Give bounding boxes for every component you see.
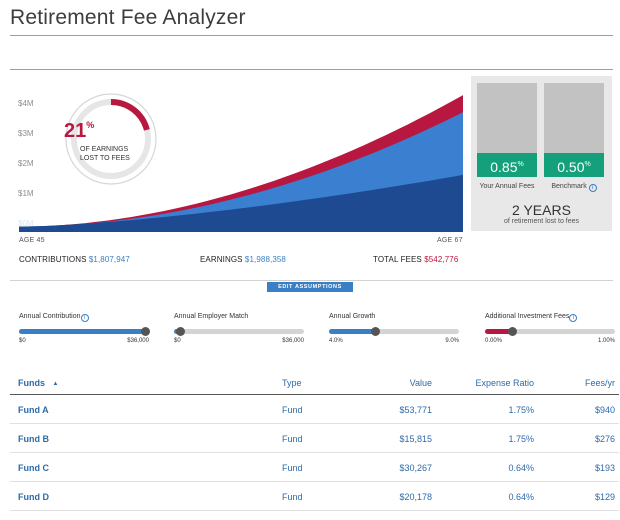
fund-value: $30,267 bbox=[399, 463, 432, 473]
fund-value: $53,771 bbox=[399, 405, 432, 415]
col-header-funds[interactable]: Funds ▲ bbox=[18, 378, 59, 388]
col-header-value[interactable]: Value bbox=[409, 378, 432, 388]
col-header-type[interactable]: Type bbox=[282, 378, 302, 388]
slider-fill bbox=[329, 329, 376, 334]
fund-type: Fund bbox=[282, 405, 303, 415]
section-divider bbox=[10, 69, 613, 70]
slider-track[interactable] bbox=[19, 327, 150, 336]
table-header-rule bbox=[10, 394, 619, 395]
benchmark-value: 0.50% bbox=[544, 153, 604, 177]
years-lost-caption: of retirement lost to fees bbox=[503, 218, 580, 225]
contributions-area bbox=[19, 174, 463, 232]
slider-handle[interactable] bbox=[371, 327, 381, 336]
fund-name[interactable]: Fund D bbox=[18, 492, 49, 502]
page-title: Retirement Fee Analyzer bbox=[10, 6, 246, 29]
info-icon[interactable]: i bbox=[80, 314, 89, 322]
your-fee-label: Your Annual Fees bbox=[479, 183, 535, 190]
slider-annual-contribution: Annual Contribution i $0 $36,000 bbox=[19, 313, 150, 351]
contributions-total: CONTRIBUTIONS $1,807,947 bbox=[19, 255, 130, 264]
slider-max: 9.0% bbox=[445, 338, 459, 344]
slider-max: $36,000 bbox=[127, 338, 149, 344]
earnings-total: EARNINGS $1,988,358 bbox=[200, 255, 286, 264]
benchmark-label-wrap: Benchmark i bbox=[541, 183, 607, 192]
table-row[interactable]: Fund D Fund $20,178 0.64% $129 bbox=[10, 482, 619, 511]
earnings-value: $1,988,358 bbox=[244, 255, 286, 264]
y-tick-label: $3M bbox=[18, 129, 34, 138]
contributions-value: $1,807,947 bbox=[88, 255, 130, 264]
table-row[interactable]: Fund A Fund $53,771 1.75% $940 bbox=[10, 395, 619, 424]
fund-expense-ratio: 0.64% bbox=[508, 463, 534, 473]
slider-track[interactable] bbox=[174, 327, 304, 336]
years-lost-value: 2 YEARS bbox=[512, 202, 571, 218]
fund-expense-ratio: 1.75% bbox=[508, 405, 534, 415]
fund-value: $15,815 bbox=[399, 434, 432, 444]
fee-share-arc bbox=[71, 99, 151, 179]
slider-employer-match: Annual Employer Match $0 $36,000 bbox=[174, 313, 304, 351]
slider-max: $36,000 bbox=[282, 338, 304, 344]
sort-arrow-up-icon: ▲ bbox=[52, 381, 59, 387]
fund-type: Fund bbox=[282, 434, 303, 444]
fees-total: TOTAL FEES $542,776 bbox=[373, 255, 459, 264]
slider-max: 1.00% bbox=[597, 338, 615, 344]
edit-assumptions-button[interactable]: EDIT ASSUMPTIONS bbox=[267, 282, 353, 292]
table-row[interactable]: Fund C Fund $30,267 0.64% $193 bbox=[10, 453, 619, 482]
age-end-label: AGE 67 bbox=[437, 237, 463, 244]
fund-name[interactable]: Fund C bbox=[18, 463, 49, 473]
fee-comparison-panel: 0.85% 0.50% Your Annual Fees Benchmark i… bbox=[471, 76, 612, 231]
slider-handle[interactable] bbox=[141, 327, 150, 336]
retirement-area-chart bbox=[19, 95, 463, 232]
your-fee-value: 0.85% bbox=[477, 153, 537, 177]
fee-percent-donut: 21% OF EARNINGS LOST TO FEES bbox=[64, 92, 158, 186]
slider-annual-growth: Annual Growth 4.0% 9.0% bbox=[329, 313, 459, 351]
slider-min: $0 bbox=[174, 338, 181, 344]
slider-label: Annual Contribution bbox=[19, 313, 81, 320]
slider-additional-fees: Additional Investment Fees i 0.00% 1.00% bbox=[485, 313, 615, 351]
slider-fill bbox=[19, 329, 149, 334]
fund-expense-ratio: 1.75% bbox=[508, 434, 534, 444]
assumptions-divider bbox=[10, 280, 613, 281]
y-tick-label: $4M bbox=[18, 99, 34, 108]
slider-min: $0 bbox=[19, 338, 26, 344]
fund-expense-ratio: 0.64% bbox=[508, 492, 534, 502]
fund-value: $20,178 bbox=[399, 492, 432, 502]
info-icon[interactable]: i bbox=[569, 314, 578, 322]
slider-handle[interactable] bbox=[507, 327, 517, 336]
slider-label: Annual Employer Match bbox=[174, 313, 249, 320]
y-tick-label: $1M bbox=[18, 189, 34, 198]
col-header-expense-ratio[interactable]: Expense Ratio bbox=[475, 378, 534, 388]
slider-handle[interactable] bbox=[176, 327, 185, 336]
benchmark-label: Benchmark bbox=[551, 183, 587, 190]
slider-min: 4.0% bbox=[329, 338, 343, 344]
fund-fees: $276 bbox=[594, 434, 615, 444]
table-row[interactable]: Fund B Fund $15,815 1.75% $276 bbox=[10, 424, 619, 453]
benchmark-bar: 0.50% bbox=[544, 83, 604, 177]
slider-track[interactable] bbox=[329, 327, 459, 336]
slider-label: Annual Growth bbox=[329, 313, 376, 320]
fund-fees: $129 bbox=[594, 492, 615, 502]
slider-label-wrap: Additional Investment Fees i bbox=[485, 313, 578, 322]
fund-fees: $940 bbox=[594, 405, 615, 415]
your-fee-bar: 0.85% bbox=[477, 83, 537, 177]
age-start-label: AGE 45 bbox=[19, 237, 45, 244]
slider-track[interactable] bbox=[485, 327, 615, 336]
fund-name[interactable]: Fund B bbox=[18, 434, 49, 444]
col-header-fees[interactable]: Fees/yr bbox=[584, 378, 615, 388]
slider-label: Additional Investment Fees bbox=[485, 313, 570, 320]
fund-type: Fund bbox=[282, 492, 303, 502]
fund-name[interactable]: Fund A bbox=[18, 405, 49, 415]
y-tick-label: $2M bbox=[18, 159, 34, 168]
fund-fees: $193 bbox=[594, 463, 615, 473]
fund-type: Fund bbox=[282, 463, 303, 473]
y-tick-label: $0M bbox=[18, 219, 34, 228]
fee-percent-value: 21% bbox=[64, 120, 95, 142]
info-icon[interactable]: i bbox=[588, 184, 597, 192]
slider-label-wrap: Annual Contribution i bbox=[19, 313, 89, 322]
title-divider bbox=[10, 35, 613, 36]
slider-fill bbox=[485, 329, 513, 334]
fee-percent-caption: OF EARNINGS LOST TO FEES bbox=[80, 146, 130, 162]
slider-min: 0.00% bbox=[485, 338, 503, 344]
fees-value: $542,776 bbox=[424, 255, 459, 264]
